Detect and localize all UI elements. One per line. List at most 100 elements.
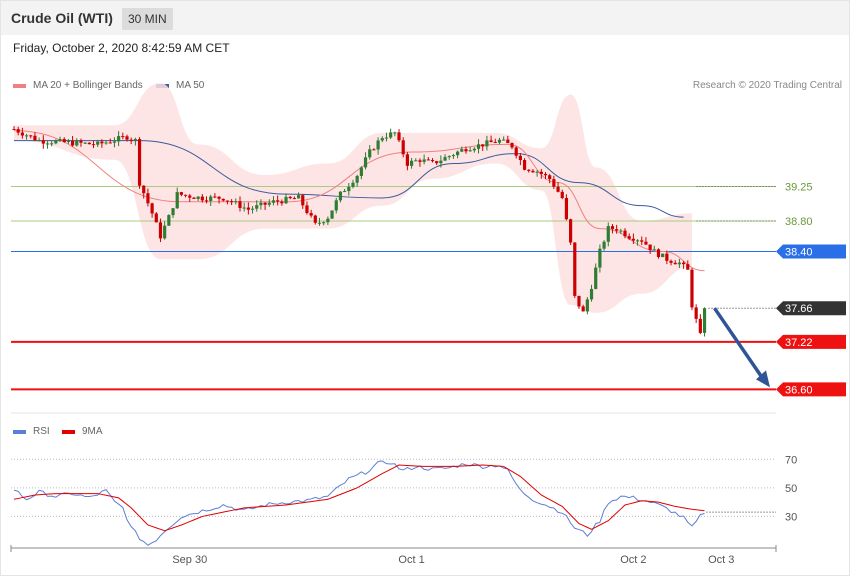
candle — [330, 210, 334, 219]
candle-body — [573, 242, 577, 296]
candle — [389, 128, 393, 140]
candle-body — [24, 135, 29, 137]
candle-body — [619, 230, 623, 232]
candle-body — [301, 195, 305, 206]
candle-body — [564, 197, 569, 220]
x-tick-label: Oct 3 — [708, 554, 734, 566]
candle — [75, 138, 79, 147]
candle — [288, 195, 292, 200]
candle — [158, 218, 163, 243]
candle-body — [518, 155, 522, 161]
candle-body — [531, 170, 535, 173]
level-tag-37.22 — [776, 334, 846, 349]
candle — [96, 139, 100, 148]
candle-body — [439, 160, 443, 164]
candle — [117, 131, 121, 147]
candle-body — [389, 132, 393, 138]
candle — [146, 188, 150, 207]
candle — [451, 153, 456, 159]
candle-body — [37, 140, 41, 142]
candle-body — [606, 226, 610, 242]
candle — [309, 209, 313, 218]
candle-body — [351, 182, 355, 187]
candle-body — [129, 139, 133, 141]
candle-body — [338, 191, 343, 201]
rsi-tick-30: 30 — [785, 511, 797, 523]
candle — [230, 199, 234, 206]
candle-body — [196, 196, 200, 199]
candle — [543, 172, 548, 180]
candle-body — [661, 253, 665, 258]
candle-body — [648, 244, 652, 250]
candle — [79, 138, 83, 147]
candle-body — [343, 191, 347, 193]
candle-body — [263, 202, 267, 205]
candle-body — [702, 308, 707, 333]
candle — [598, 244, 602, 273]
x-tick-label: Sep 30 — [172, 554, 207, 566]
candle — [665, 250, 669, 265]
legend-ma20: MA 20 + Bollinger Bands — [13, 80, 143, 91]
candle-body — [200, 196, 204, 201]
candle — [489, 135, 493, 143]
candle — [577, 295, 581, 309]
x-tick-label: Oct 1 — [398, 554, 424, 566]
candle-body — [326, 218, 330, 223]
candle — [443, 154, 447, 161]
bollinger-band — [14, 83, 692, 313]
candle — [108, 138, 112, 144]
candle-body — [50, 143, 54, 145]
candle — [661, 253, 665, 258]
candle — [615, 224, 619, 234]
candle-body — [12, 129, 16, 131]
candle-body — [334, 200, 338, 211]
candle — [694, 304, 698, 323]
ma50-line — [13, 140, 684, 218]
candle — [585, 297, 589, 315]
candle — [397, 129, 401, 143]
candle — [698, 314, 702, 335]
candle-body — [589, 288, 594, 300]
candle — [125, 134, 129, 142]
candle — [301, 194, 305, 209]
level-labels: 39.25 38.80 38.40 37.66 37.22 36.60 — [696, 181, 846, 397]
candle — [83, 141, 87, 144]
candle-body — [259, 202, 263, 206]
candle-body — [598, 248, 602, 268]
candle-body — [543, 173, 548, 176]
candle — [133, 137, 137, 146]
candle — [234, 198, 238, 205]
candle-body — [175, 192, 179, 209]
candle — [560, 189, 564, 200]
candle-body — [380, 138, 384, 141]
candle — [322, 221, 326, 226]
rsi-panel: 70 50 30 — [11, 412, 797, 546]
timeframe-badge[interactable]: 30 MIN — [122, 8, 173, 30]
candle-body — [669, 260, 673, 263]
candle-body — [158, 222, 163, 239]
candle — [627, 233, 631, 241]
candle — [690, 267, 694, 311]
candle-body — [100, 141, 104, 144]
candle — [16, 126, 20, 136]
ma20-label: MA 20 + Bollinger Bands — [33, 80, 143, 91]
candle-body — [682, 262, 686, 265]
candle — [652, 245, 656, 251]
candle — [682, 261, 686, 269]
candle — [506, 135, 510, 144]
candle — [409, 157, 414, 169]
candle — [648, 244, 652, 254]
candle-body — [677, 262, 682, 265]
candle-body — [347, 186, 351, 192]
candle — [326, 216, 330, 225]
candle-body — [288, 196, 292, 199]
candle-body — [96, 141, 100, 145]
candle — [476, 139, 481, 154]
candle-body — [372, 149, 376, 151]
candle — [41, 135, 45, 149]
level-label-39.25: 39.25 — [785, 181, 813, 193]
candle-body — [522, 160, 527, 170]
candle-body — [317, 222, 322, 224]
candle — [188, 193, 192, 202]
candle-body — [652, 249, 656, 251]
